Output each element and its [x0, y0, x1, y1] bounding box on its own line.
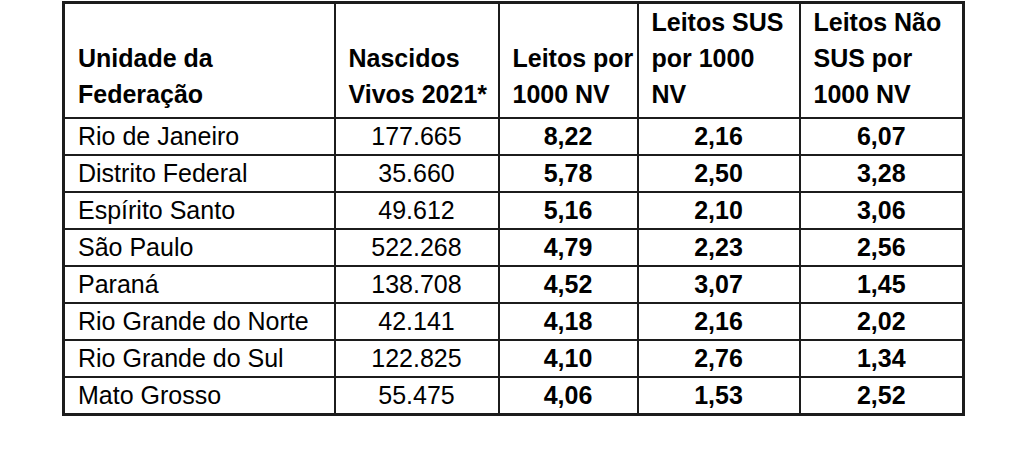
cell-leitos-sus-por-1000nv: 2,23 — [638, 229, 800, 266]
cell-leitos-sus-por-1000nv: 2,16 — [638, 303, 800, 340]
header-cell-leitos-nao-sus-por-1000nv: Leitos Não SUS por 1000 NV — [800, 3, 964, 119]
header-line: SUS por — [814, 40, 961, 76]
cell-leitos-nao-sus-por-1000nv: 1,45 — [800, 266, 964, 303]
cell-uf: Rio de Janeiro — [64, 118, 335, 155]
cell-leitos-nao-sus-por-1000nv: 1,34 — [800, 340, 964, 377]
header-line: Federação — [78, 76, 332, 112]
cell-uf: Rio Grande do Sul — [64, 340, 335, 377]
cell-leitos-por-1000nv: 4,10 — [499, 340, 638, 377]
cell-leitos-sus-por-1000nv: 1,53 — [638, 377, 800, 415]
cell-leitos-nao-sus-por-1000nv: 2,52 — [800, 377, 964, 415]
cell-nascidos-vivos: 122.825 — [335, 340, 499, 377]
cell-leitos-nao-sus-por-1000nv: 2,56 — [800, 229, 964, 266]
cell-uf: Paraná — [64, 266, 335, 303]
cell-leitos-por-1000nv: 4,06 — [499, 377, 638, 415]
header-cell-leitos-sus-por-1000nv: Leitos SUS por 1000 NV — [638, 3, 800, 119]
cell-leitos-nao-sus-por-1000nv: 3,06 — [800, 192, 964, 229]
page: Unidade da Federação Nascidos Vivos 2021… — [0, 0, 1024, 463]
header-cell-nascidos-vivos: Nascidos Vivos 2021* — [335, 3, 499, 119]
leitos-por-uf-table: Unidade da Federação Nascidos Vivos 2021… — [62, 1, 965, 416]
cell-leitos-nao-sus-por-1000nv: 2,02 — [800, 303, 964, 340]
cell-leitos-por-1000nv: 5,16 — [499, 192, 638, 229]
cell-leitos-sus-por-1000nv: 3,07 — [638, 266, 800, 303]
cell-leitos-sus-por-1000nv: 2,76 — [638, 340, 800, 377]
cell-leitos-por-1000nv: 4,79 — [499, 229, 638, 266]
table-row: Rio Grande do Sul 122.825 4,10 2,76 1,34 — [64, 340, 964, 377]
cell-uf: Distrito Federal — [64, 155, 335, 192]
cell-uf: Mato Grosso — [64, 377, 335, 415]
header-line: Nascidos — [349, 40, 496, 76]
header-line: 1000 NV — [814, 76, 961, 112]
cell-leitos-nao-sus-por-1000nv: 6,07 — [800, 118, 964, 155]
header-line: NV — [652, 76, 797, 112]
header-line: Leitos SUS — [652, 4, 797, 40]
cell-nascidos-vivos: 35.660 — [335, 155, 499, 192]
cell-nascidos-vivos: 177.665 — [335, 118, 499, 155]
header-cell-leitos-por-1000nv: Leitos por 1000 NV — [499, 3, 638, 119]
cell-nascidos-vivos: 522.268 — [335, 229, 499, 266]
header-line: Unidade da — [78, 40, 332, 76]
table-row: São Paulo 522.268 4,79 2,23 2,56 — [64, 229, 964, 266]
cell-leitos-por-1000nv: 5,78 — [499, 155, 638, 192]
cell-nascidos-vivos: 42.141 — [335, 303, 499, 340]
cell-leitos-sus-por-1000nv: 2,10 — [638, 192, 800, 229]
table-row: Paraná 138.708 4,52 3,07 1,45 — [64, 266, 964, 303]
table-row: Rio Grande do Norte 42.141 4,18 2,16 2,0… — [64, 303, 964, 340]
table-row: Espírito Santo 49.612 5,16 2,10 3,06 — [64, 192, 964, 229]
table-row: Distrito Federal 35.660 5,78 2,50 3,28 — [64, 155, 964, 192]
cell-uf: São Paulo — [64, 229, 335, 266]
header-cell-unidade-da-federacao: Unidade da Federação — [64, 3, 335, 119]
table-row: Mato Grosso 55.475 4,06 1,53 2,52 — [64, 377, 964, 415]
cell-leitos-por-1000nv: 4,52 — [499, 266, 638, 303]
table-row: Rio de Janeiro 177.665 8,22 2,16 6,07 — [64, 118, 964, 155]
cell-leitos-sus-por-1000nv: 2,16 — [638, 118, 800, 155]
cell-uf: Rio Grande do Norte — [64, 303, 335, 340]
header-line: 1000 NV — [513, 76, 635, 112]
cell-nascidos-vivos: 55.475 — [335, 377, 499, 415]
header-row: Unidade da Federação Nascidos Vivos 2021… — [64, 3, 964, 119]
header-line: Leitos por — [513, 40, 635, 76]
cell-leitos-nao-sus-por-1000nv: 3,28 — [800, 155, 964, 192]
header-line: Leitos Não — [814, 4, 961, 40]
header-line: Vivos 2021* — [349, 76, 496, 112]
cell-uf: Espírito Santo — [64, 192, 335, 229]
cell-nascidos-vivos: 49.612 — [335, 192, 499, 229]
cell-leitos-por-1000nv: 4,18 — [499, 303, 638, 340]
cell-leitos-sus-por-1000nv: 2,50 — [638, 155, 800, 192]
header-line: por 1000 — [652, 40, 797, 76]
cell-leitos-por-1000nv: 8,22 — [499, 118, 638, 155]
cell-nascidos-vivos: 138.708 — [335, 266, 499, 303]
